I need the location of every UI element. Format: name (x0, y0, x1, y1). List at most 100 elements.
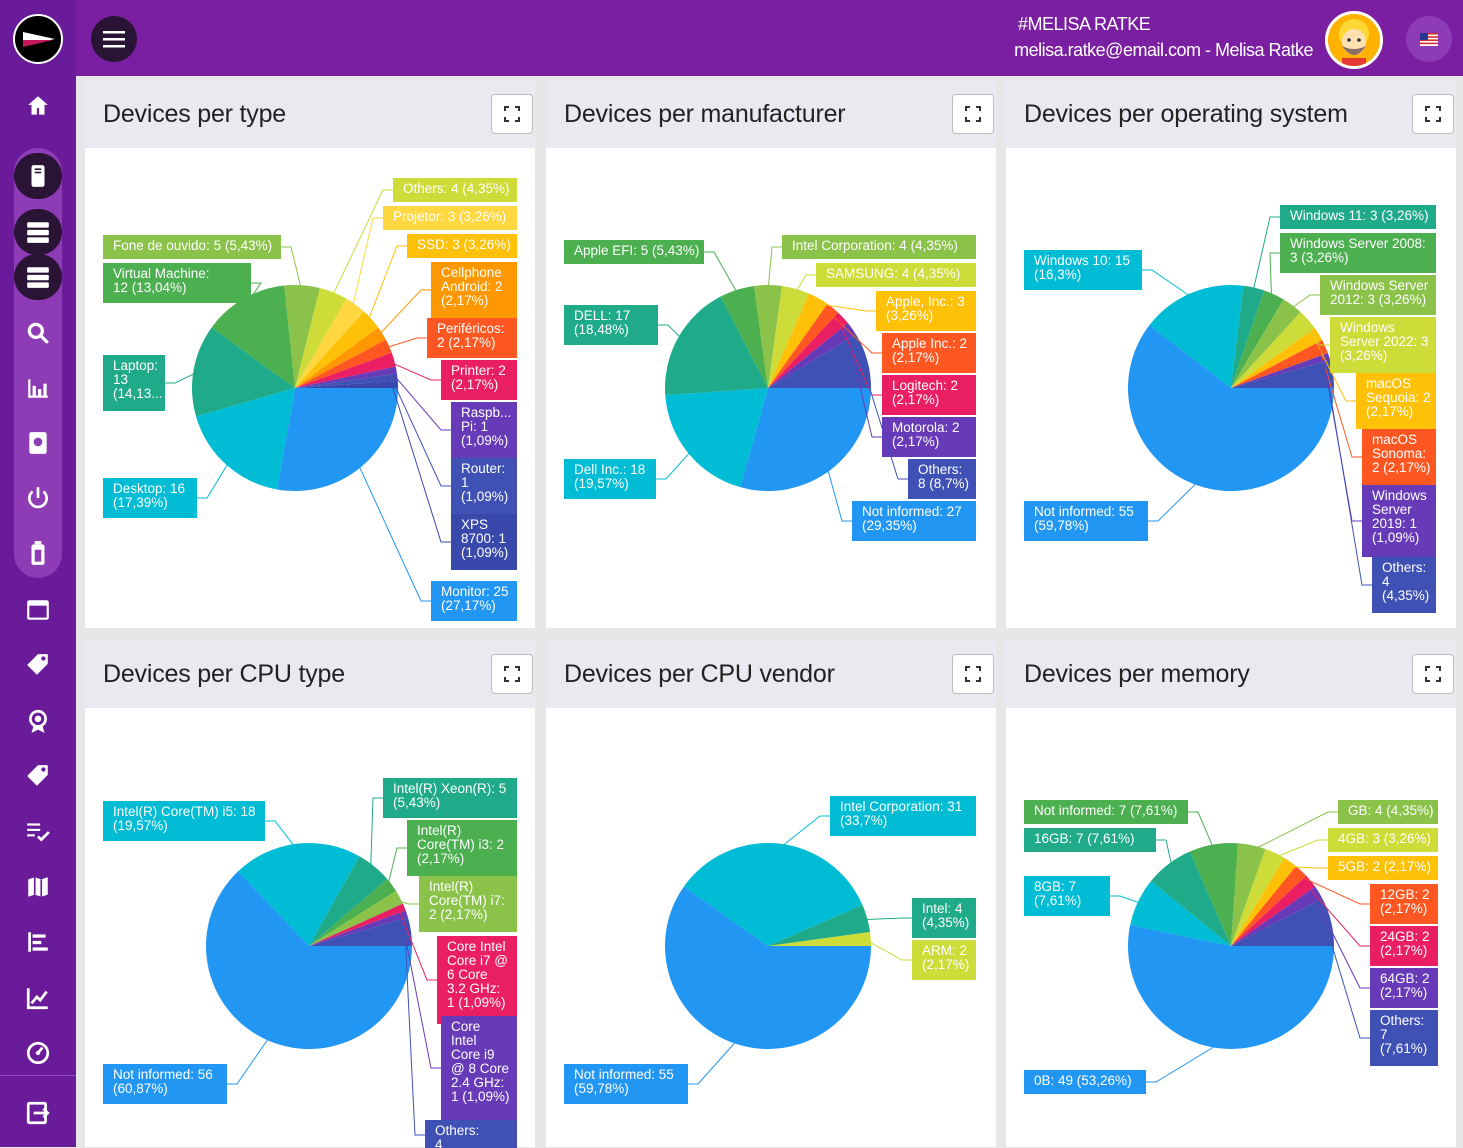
pie-slice[interactable] (665, 886, 871, 1049)
sidebar-item-logout[interactable] (20, 1095, 56, 1131)
pie-slice[interactable] (309, 890, 403, 946)
pie-slice[interactable] (768, 904, 871, 946)
pie-slice[interactable] (295, 380, 398, 388)
pie-slice[interactable] (1231, 875, 1316, 946)
pie-slice[interactable] (1231, 312, 1315, 388)
pie-slice[interactable] (1149, 284, 1244, 388)
pie-slice[interactable] (1231, 285, 1265, 388)
sidebar-item-lists[interactable] (20, 924, 56, 960)
sidebar-item-home[interactable] (20, 88, 56, 124)
slice-label-text: (29,35%) (862, 518, 917, 533)
pie-slice[interactable] (768, 293, 828, 388)
sidebar-item-performance[interactable] (20, 1035, 56, 1071)
slice-label-box (103, 263, 251, 303)
sidebar-item-servers[interactable] (20, 214, 56, 250)
fullscreen-icon (965, 106, 981, 122)
pie-slice[interactable] (665, 388, 768, 488)
sidebar-item-search[interactable] (20, 315, 56, 351)
sidebar-item-badges[interactable] (20, 703, 56, 739)
pie-slice[interactable] (768, 334, 871, 388)
pie-slice[interactable] (1128, 325, 1334, 491)
expand-button[interactable] (491, 94, 533, 134)
pie-slice[interactable] (1231, 866, 1307, 946)
sidebar-item-trends[interactable] (20, 980, 56, 1016)
pie-slice[interactable] (1189, 842, 1239, 946)
leader-line (265, 820, 298, 851)
pie-slice[interactable] (768, 931, 871, 946)
pie-slice[interactable] (1128, 925, 1334, 1049)
leader-line (1269, 252, 1280, 300)
pie-slice[interactable] (1231, 299, 1301, 388)
sidebar-item-tasks[interactable] (20, 813, 56, 849)
expand-button[interactable] (491, 654, 533, 694)
sidebar-item-power[interactable] (20, 480, 56, 516)
slice-label-box (1024, 250, 1142, 290)
sidebar-item-reports[interactable] (20, 370, 56, 406)
pie-slice[interactable] (1231, 359, 1334, 388)
leader-line (1288, 294, 1320, 311)
pie-slice[interactable] (1231, 886, 1323, 946)
pie-slice[interactable] (1231, 898, 1334, 946)
pie-slice[interactable] (664, 296, 768, 396)
slice-label-text: Not informed: 55 (574, 1067, 674, 1082)
pie-slice[interactable] (720, 285, 768, 388)
pie-slice[interactable] (768, 303, 839, 388)
pie-slice[interactable] (238, 843, 360, 946)
pie-slice[interactable] (1151, 851, 1231, 946)
pie-slice[interactable] (1130, 881, 1231, 946)
sidebar-item-labels[interactable] (20, 758, 56, 794)
pie-slice[interactable] (211, 285, 295, 388)
pie-slice[interactable] (1231, 328, 1323, 388)
pie-slice[interactable] (683, 842, 863, 946)
app-logo[interactable] (13, 14, 63, 64)
pie-slice[interactable] (284, 284, 320, 388)
expand-button[interactable] (952, 654, 994, 694)
leader-line (656, 448, 694, 480)
pie-slice[interactable] (309, 910, 408, 946)
expand-button[interactable] (952, 94, 994, 134)
map-icon (28, 877, 48, 897)
pie-slice[interactable] (753, 285, 783, 388)
pie-slice[interactable] (309, 917, 412, 946)
pie-slice[interactable] (295, 327, 386, 388)
pie-slice[interactable] (1231, 857, 1296, 946)
pie-slice[interactable] (768, 285, 810, 388)
pie-slice[interactable] (1231, 843, 1266, 946)
avatar[interactable] (1325, 11, 1383, 69)
pie-slice[interactable] (1231, 340, 1328, 388)
pie-slice[interactable] (309, 903, 406, 946)
pie-slice[interactable] (1231, 848, 1285, 946)
sidebar-item-devices[interactable] (20, 158, 56, 194)
pie-slice[interactable] (309, 879, 396, 946)
pie-slice[interactable] (295, 352, 396, 388)
pie-slice[interactable] (295, 288, 347, 388)
sidebar-item-tags[interactable] (20, 647, 56, 683)
expand-button[interactable] (1412, 94, 1454, 134)
pie-slice[interactable] (740, 388, 871, 491)
pie-slice[interactable] (295, 366, 397, 388)
pie-slice[interactable] (295, 339, 392, 388)
slice-label-box (1370, 884, 1438, 924)
pie-slice[interactable] (768, 312, 848, 388)
pie-slice[interactable] (192, 327, 295, 417)
leader-line (1313, 336, 1356, 402)
sidebar-item-map[interactable] (20, 869, 56, 905)
sidebar-item-certificates[interactable] (20, 425, 56, 461)
menu-button[interactable] (91, 16, 137, 62)
pie-slice[interactable] (309, 856, 388, 946)
sidebar-item-battery[interactable] (20, 535, 56, 571)
sidebar-item-racks[interactable] (20, 259, 56, 295)
pie-slice[interactable] (768, 323, 857, 388)
pie-slice[interactable] (295, 311, 379, 388)
pie-slice[interactable] (295, 298, 364, 388)
language-button[interactable] (1406, 16, 1452, 62)
sidebar-item-windows[interactable] (20, 592, 56, 628)
pie-slice[interactable] (205, 871, 412, 1050)
pie-slice[interactable] (1231, 290, 1284, 388)
slice-label-box (564, 240, 704, 264)
pie-slice[interactable] (295, 373, 398, 388)
pie-slice[interactable] (195, 388, 295, 490)
pie-slice[interactable] (277, 388, 398, 492)
pie-slice[interactable] (1231, 353, 1331, 388)
expand-button[interactable] (1412, 654, 1454, 694)
